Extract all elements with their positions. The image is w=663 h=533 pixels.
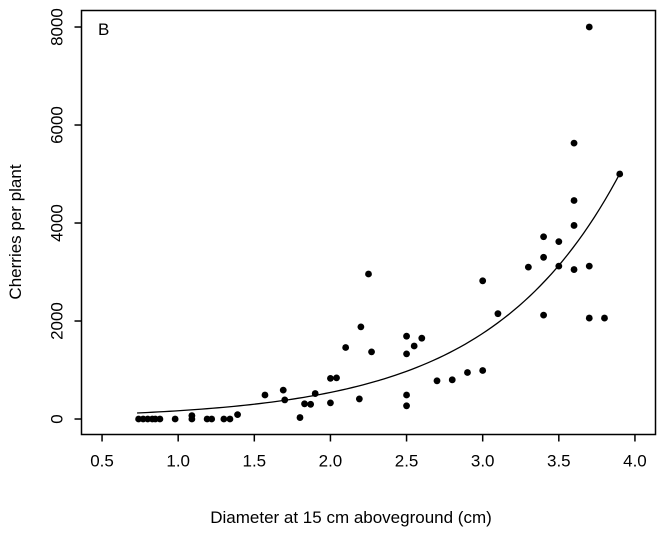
x-tick-label: 1.5 — [242, 452, 266, 471]
data-point — [464, 369, 471, 376]
data-point — [307, 400, 315, 408]
data-point — [540, 311, 547, 319]
y-tick-label: 4000 — [48, 204, 67, 242]
data-point — [327, 399, 334, 407]
data-point — [479, 277, 487, 285]
data-point — [570, 139, 578, 147]
data-point — [403, 391, 410, 399]
data-point — [540, 233, 547, 241]
x-tick-label: 1.0 — [166, 452, 190, 471]
x-tick-label: 2.5 — [395, 452, 419, 471]
data-point — [171, 415, 179, 423]
data-point — [433, 377, 441, 385]
data-point — [357, 323, 365, 331]
data-point — [220, 415, 228, 423]
data-point — [188, 415, 196, 423]
data-point — [540, 253, 547, 261]
data-point — [570, 222, 578, 229]
y-tick-label: 6000 — [48, 106, 67, 144]
data-point — [281, 396, 289, 404]
data-point — [327, 374, 334, 382]
data-point — [311, 390, 319, 397]
data-point — [403, 402, 410, 410]
data-point — [601, 314, 608, 322]
y-tick-label: 0 — [48, 414, 67, 423]
plot-frame — [80, 9, 657, 436]
x-axis-title: Diameter at 15 cm aboveground (cm) — [210, 508, 492, 527]
data-point — [368, 348, 375, 356]
data-point — [208, 415, 216, 423]
data-point — [403, 332, 410, 340]
data-point — [585, 314, 593, 322]
x-tick-label: 2.0 — [319, 452, 343, 471]
data-point — [355, 395, 363, 403]
data-point — [403, 350, 410, 358]
y-tick-label: 2000 — [48, 302, 67, 340]
data-point — [479, 367, 487, 374]
data-point — [226, 415, 234, 423]
data-point — [585, 23, 593, 31]
data-point — [279, 386, 287, 394]
x-tick-label: 0.5 — [90, 452, 114, 471]
data-point — [156, 415, 164, 423]
data-point — [555, 262, 563, 270]
x-tick-label: 3.5 — [547, 452, 571, 471]
data-point — [261, 391, 269, 399]
data-point — [448, 376, 456, 384]
data-point — [570, 266, 578, 273]
y-tick-label: 8000 — [48, 8, 67, 46]
data-point — [555, 238, 563, 246]
data-point — [296, 414, 304, 421]
data-point — [333, 374, 340, 382]
x-tick-label: 4.0 — [623, 452, 647, 471]
data-point — [616, 170, 624, 178]
data-point — [342, 344, 350, 351]
x-tick-label: 3.0 — [471, 452, 495, 471]
data-point — [570, 197, 578, 204]
data-point — [410, 342, 418, 350]
data-point — [585, 262, 593, 270]
panel-label: B — [98, 20, 110, 39]
y-axis-title: Cherries per plant — [6, 164, 25, 300]
data-point — [418, 334, 426, 342]
data-point — [365, 270, 372, 278]
data-point — [301, 400, 308, 408]
fit-curve — [137, 170, 622, 414]
data-point — [234, 411, 241, 419]
data-point — [524, 263, 532, 271]
data-point — [494, 310, 502, 318]
